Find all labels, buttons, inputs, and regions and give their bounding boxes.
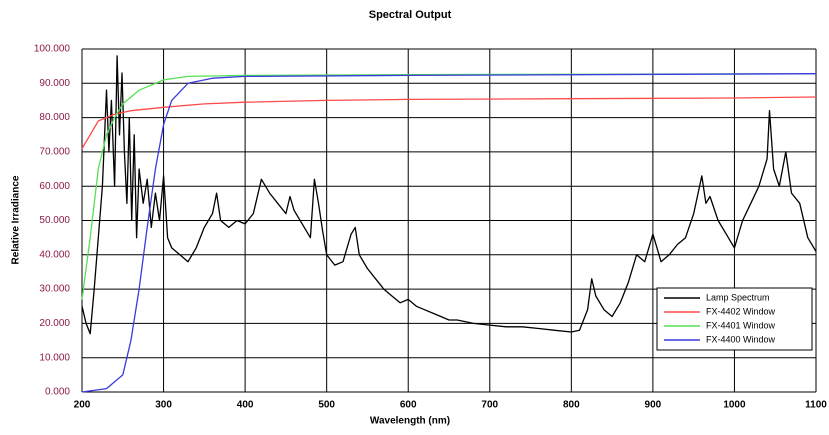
- y-tick-label: 20.000: [39, 318, 70, 329]
- y-tick-label: 80.000: [39, 112, 70, 123]
- y-tick-label: 0.000: [45, 387, 70, 398]
- series-line: [81, 96, 817, 149]
- x-tick-label: 600: [400, 400, 417, 411]
- y-axis-label: Relative Irradiance: [11, 175, 22, 264]
- legend-label: FX-4400 Window: [706, 334, 776, 344]
- x-tick-label: 300: [155, 400, 172, 411]
- y-tick-label: 40.000: [39, 249, 70, 260]
- legend-label: Lamp Spectrum: [706, 292, 770, 302]
- y-tick-label: 50.000: [39, 215, 70, 226]
- y-tick-label: 100.000: [34, 44, 71, 55]
- x-tick-label: 1000: [723, 400, 746, 411]
- legend-label: FX-4402 Window: [706, 306, 776, 316]
- y-tick-label: 30.000: [39, 284, 70, 295]
- x-tick-label: 200: [74, 400, 91, 411]
- x-tick-label: 900: [645, 400, 662, 411]
- x-tick-label: 700: [481, 400, 498, 411]
- x-tick-label: 800: [563, 400, 580, 411]
- y-tick-label: 90.000: [39, 78, 70, 89]
- series-line: [81, 73, 817, 300]
- plot-lines: [81, 55, 817, 393]
- y-tick-label: 10.000: [39, 352, 70, 363]
- y-tick-label: 60.000: [39, 181, 70, 192]
- legend-label: FX-4401 Window: [706, 320, 776, 330]
- x-tick-label: 500: [318, 400, 335, 411]
- x-tick-label: 1100: [805, 400, 827, 411]
- x-axis-label: Wavelength (nm): [370, 416, 450, 427]
- x-tick-label: 400: [237, 400, 254, 411]
- y-tick-label: 70.000: [39, 147, 70, 158]
- series-line: [81, 55, 817, 335]
- legend: Lamp Spectrum FX-4402 Window FX-4401 Windo…: [656, 287, 813, 351]
- chart-title: Spectral Output: [369, 9, 452, 21]
- series-line: [81, 73, 817, 393]
